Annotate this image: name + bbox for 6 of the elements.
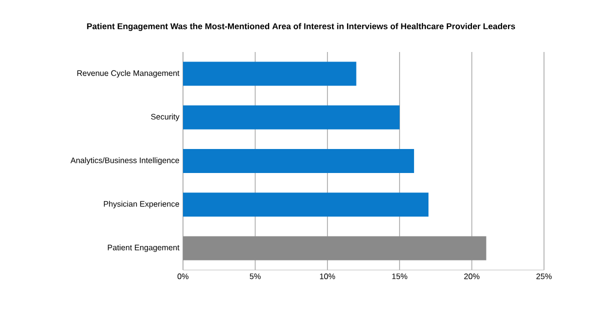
bar — [183, 236, 486, 260]
bar — [183, 192, 428, 217]
bar — [183, 149, 414, 174]
bar — [183, 62, 356, 86]
bar — [183, 105, 400, 130]
chart-title: Patient Engagement Was the Most-Mentioned Area of Interest in Interviews of Healthcare Provider Leaders — [87, 23, 516, 31]
